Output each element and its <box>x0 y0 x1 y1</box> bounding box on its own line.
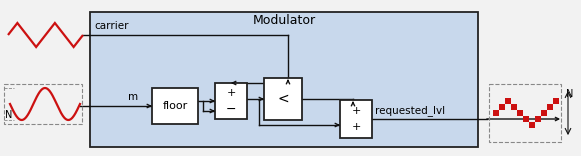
Text: requested_lvl: requested_lvl <box>375 105 445 116</box>
Bar <box>489 84 561 142</box>
Text: N: N <box>566 89 573 99</box>
Bar <box>553 98 559 104</box>
Text: +: + <box>352 122 361 132</box>
Text: floor: floor <box>162 101 188 111</box>
Bar <box>523 116 529 122</box>
Bar <box>529 122 535 128</box>
Bar <box>493 110 499 116</box>
Text: m: m <box>128 92 138 102</box>
Bar <box>541 110 547 116</box>
Text: +: + <box>227 88 236 98</box>
Bar <box>505 98 511 104</box>
Bar <box>215 83 247 119</box>
Text: N: N <box>5 110 12 120</box>
Text: Modulator: Modulator <box>252 15 315 27</box>
Bar <box>535 116 541 122</box>
Bar <box>264 78 302 120</box>
Bar <box>4 84 82 124</box>
Text: −: − <box>226 102 236 115</box>
Bar <box>499 104 505 110</box>
Text: carrier: carrier <box>94 21 128 31</box>
Bar <box>152 88 198 124</box>
Bar <box>90 12 478 147</box>
Bar <box>517 110 523 116</box>
Text: +: + <box>352 106 361 116</box>
Text: <: < <box>277 92 289 106</box>
Bar <box>547 104 553 110</box>
Bar <box>340 100 372 138</box>
Bar <box>511 104 517 110</box>
